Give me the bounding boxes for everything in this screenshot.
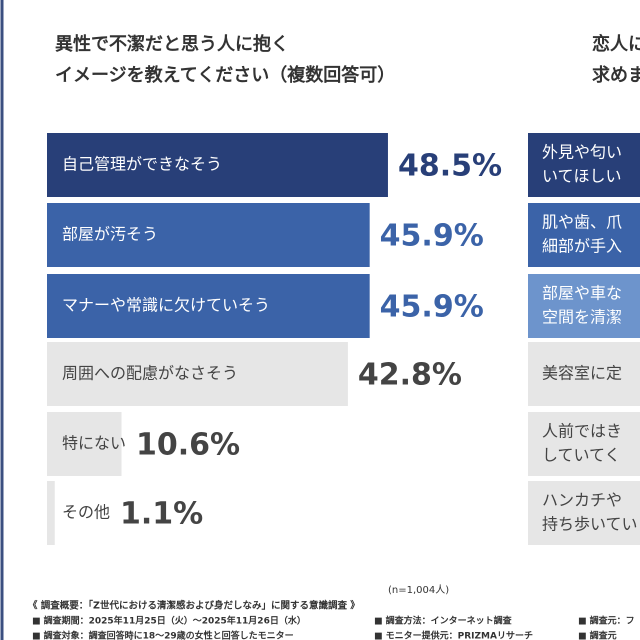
bar [47,412,122,476]
bar [528,342,640,406]
bar-label: 周囲への配慮がなさそう [62,364,238,383]
bar [47,481,55,545]
bar-label: ハンカチや [542,491,622,510]
bar-label: 部屋が汚そう [62,225,158,244]
bar-label: 空間を清潔 [542,308,622,327]
value-label: 42.8% [358,358,462,393]
bar [528,274,640,338]
bar-label: その他 [62,503,110,522]
footer-item: ■ 調査方法：インターネット調査 [374,615,513,627]
bar-label: 外見や匂い [542,143,622,162]
value-label: 45.9% [380,290,484,325]
bar [47,203,370,267]
bar-label: いてほしい [542,167,622,186]
bar [528,203,640,267]
chart-title: 求めま [592,64,640,86]
value-label: 1.1% [120,497,203,532]
bar [528,481,640,545]
footer-item: ■ 調査対象：調査回答時に18～29歳の女性と回答したモニター [32,630,294,640]
value-label: 48.5% [398,149,502,184]
bar-label: 自己管理ができなそう [62,155,222,174]
footer-heading: 《 調査概要：「Z世代における清潔感および身だしなみ」に関する意識調査 》 [28,600,360,612]
bar-label: 細部が手入 [542,237,622,256]
bar-label: していてく [542,446,621,465]
bar-label: 持ち歩いてい [542,515,638,534]
footer-item: ■ 調査元：フ [578,615,635,627]
bar-label: 肌や歯、爪 [542,213,622,232]
footer-item: ■ 調査元 [578,630,617,640]
bar [47,274,370,338]
footer-item: ■ モニター提供元：PRIZMAリサーチ [374,630,533,640]
value-label: 45.9% [380,219,484,254]
bar [528,133,640,197]
chart-title: イメージを教えてください（複数回答可） [55,64,395,86]
bar [47,133,388,197]
footer-item: ■ 調査期間：2025年11月25日（火）～2025年11月26日（水） [32,615,306,627]
bar-label: 部屋や車な [542,284,622,303]
bar [47,342,348,406]
bar-label: マナーや常識に欠けていそう [62,296,270,315]
value-label: 10.6% [136,428,240,463]
chart-title: 恋人に [592,33,640,55]
bar [528,412,640,476]
chart-title: 異性で不潔だと思う人に抱く [55,33,289,55]
bar-label: 人前ではき [542,422,622,441]
bar-label: 美容室に定 [542,364,622,383]
sample-note: (n=1,004人) [388,584,449,596]
bar-label: 特にない [62,434,126,453]
